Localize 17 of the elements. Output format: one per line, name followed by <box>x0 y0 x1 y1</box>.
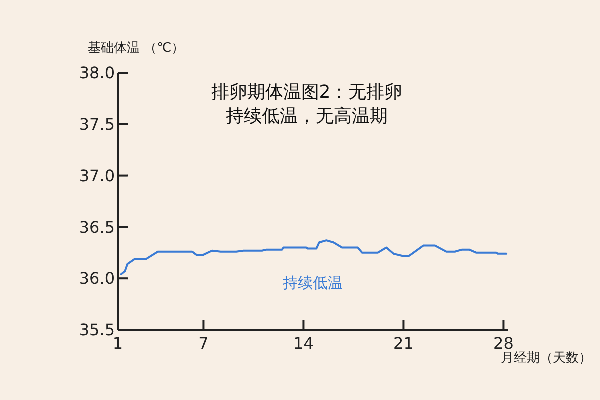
line-series <box>120 240 508 276</box>
y-axis-title: 基础体温 （℃） <box>88 41 185 56</box>
annotation: 持续低温 <box>283 274 343 292</box>
y-tick-label: 37.5 <box>79 115 115 134</box>
y-tick-label: 38.0 <box>79 64 115 83</box>
x-tick-label: 28 <box>494 334 514 353</box>
text: 排卵期体温图2：无排卵 <box>211 82 403 103</box>
y-tick-label: 35.5 <box>79 320 115 340</box>
x-axis-title: 月经期（天数） <box>501 351 592 366</box>
x-tick-label: 14 <box>294 334 314 353</box>
x-tick-label: 7 <box>198 334 209 353</box>
x-tick-label: 1 <box>112 334 124 353</box>
x-tick-label: 21 <box>394 334 414 353</box>
y-tick-label: 37.0 <box>79 166 115 186</box>
text: 持续低温，无高温期 <box>226 106 388 127</box>
y-tick-label: 36.5 <box>79 218 115 237</box>
y-tick-label: 36.0 <box>79 269 115 288</box>
